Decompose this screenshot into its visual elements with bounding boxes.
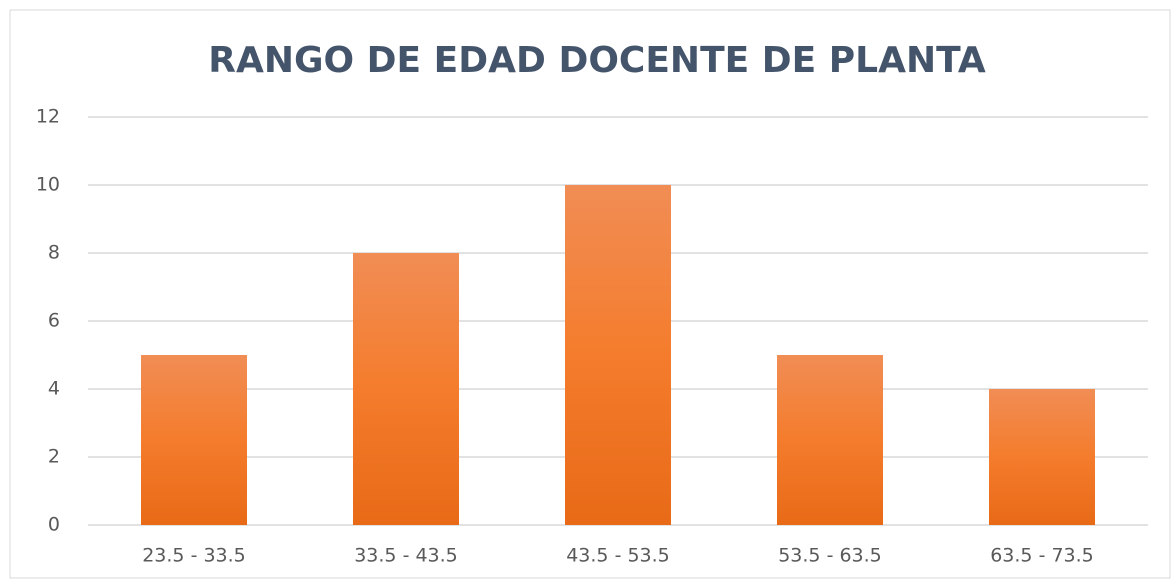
x-tick-label: 23.5 - 33.5	[142, 545, 246, 567]
chart-title: RANGO DE EDAD DOCENTE DE PLANTA	[208, 40, 986, 81]
y-tick-label: 12	[36, 106, 60, 128]
y-tick-label: 4	[48, 378, 60, 400]
x-tick-label: 33.5 - 43.5	[354, 545, 458, 567]
x-tick-label: 43.5 - 53.5	[566, 545, 670, 567]
bar	[565, 185, 671, 525]
y-tick-label: 0	[48, 514, 60, 536]
bar	[141, 355, 247, 525]
y-tick-label: 10	[36, 174, 60, 196]
y-tick-label: 8	[48, 242, 60, 264]
y-tick-label: 2	[48, 446, 60, 468]
x-tick-label: 53.5 - 63.5	[778, 545, 882, 567]
bar	[989, 389, 1095, 525]
bar	[777, 355, 883, 525]
y-tick-label: 6	[48, 310, 60, 332]
x-tick-label: 63.5 - 73.5	[990, 545, 1094, 567]
bar	[353, 253, 459, 525]
